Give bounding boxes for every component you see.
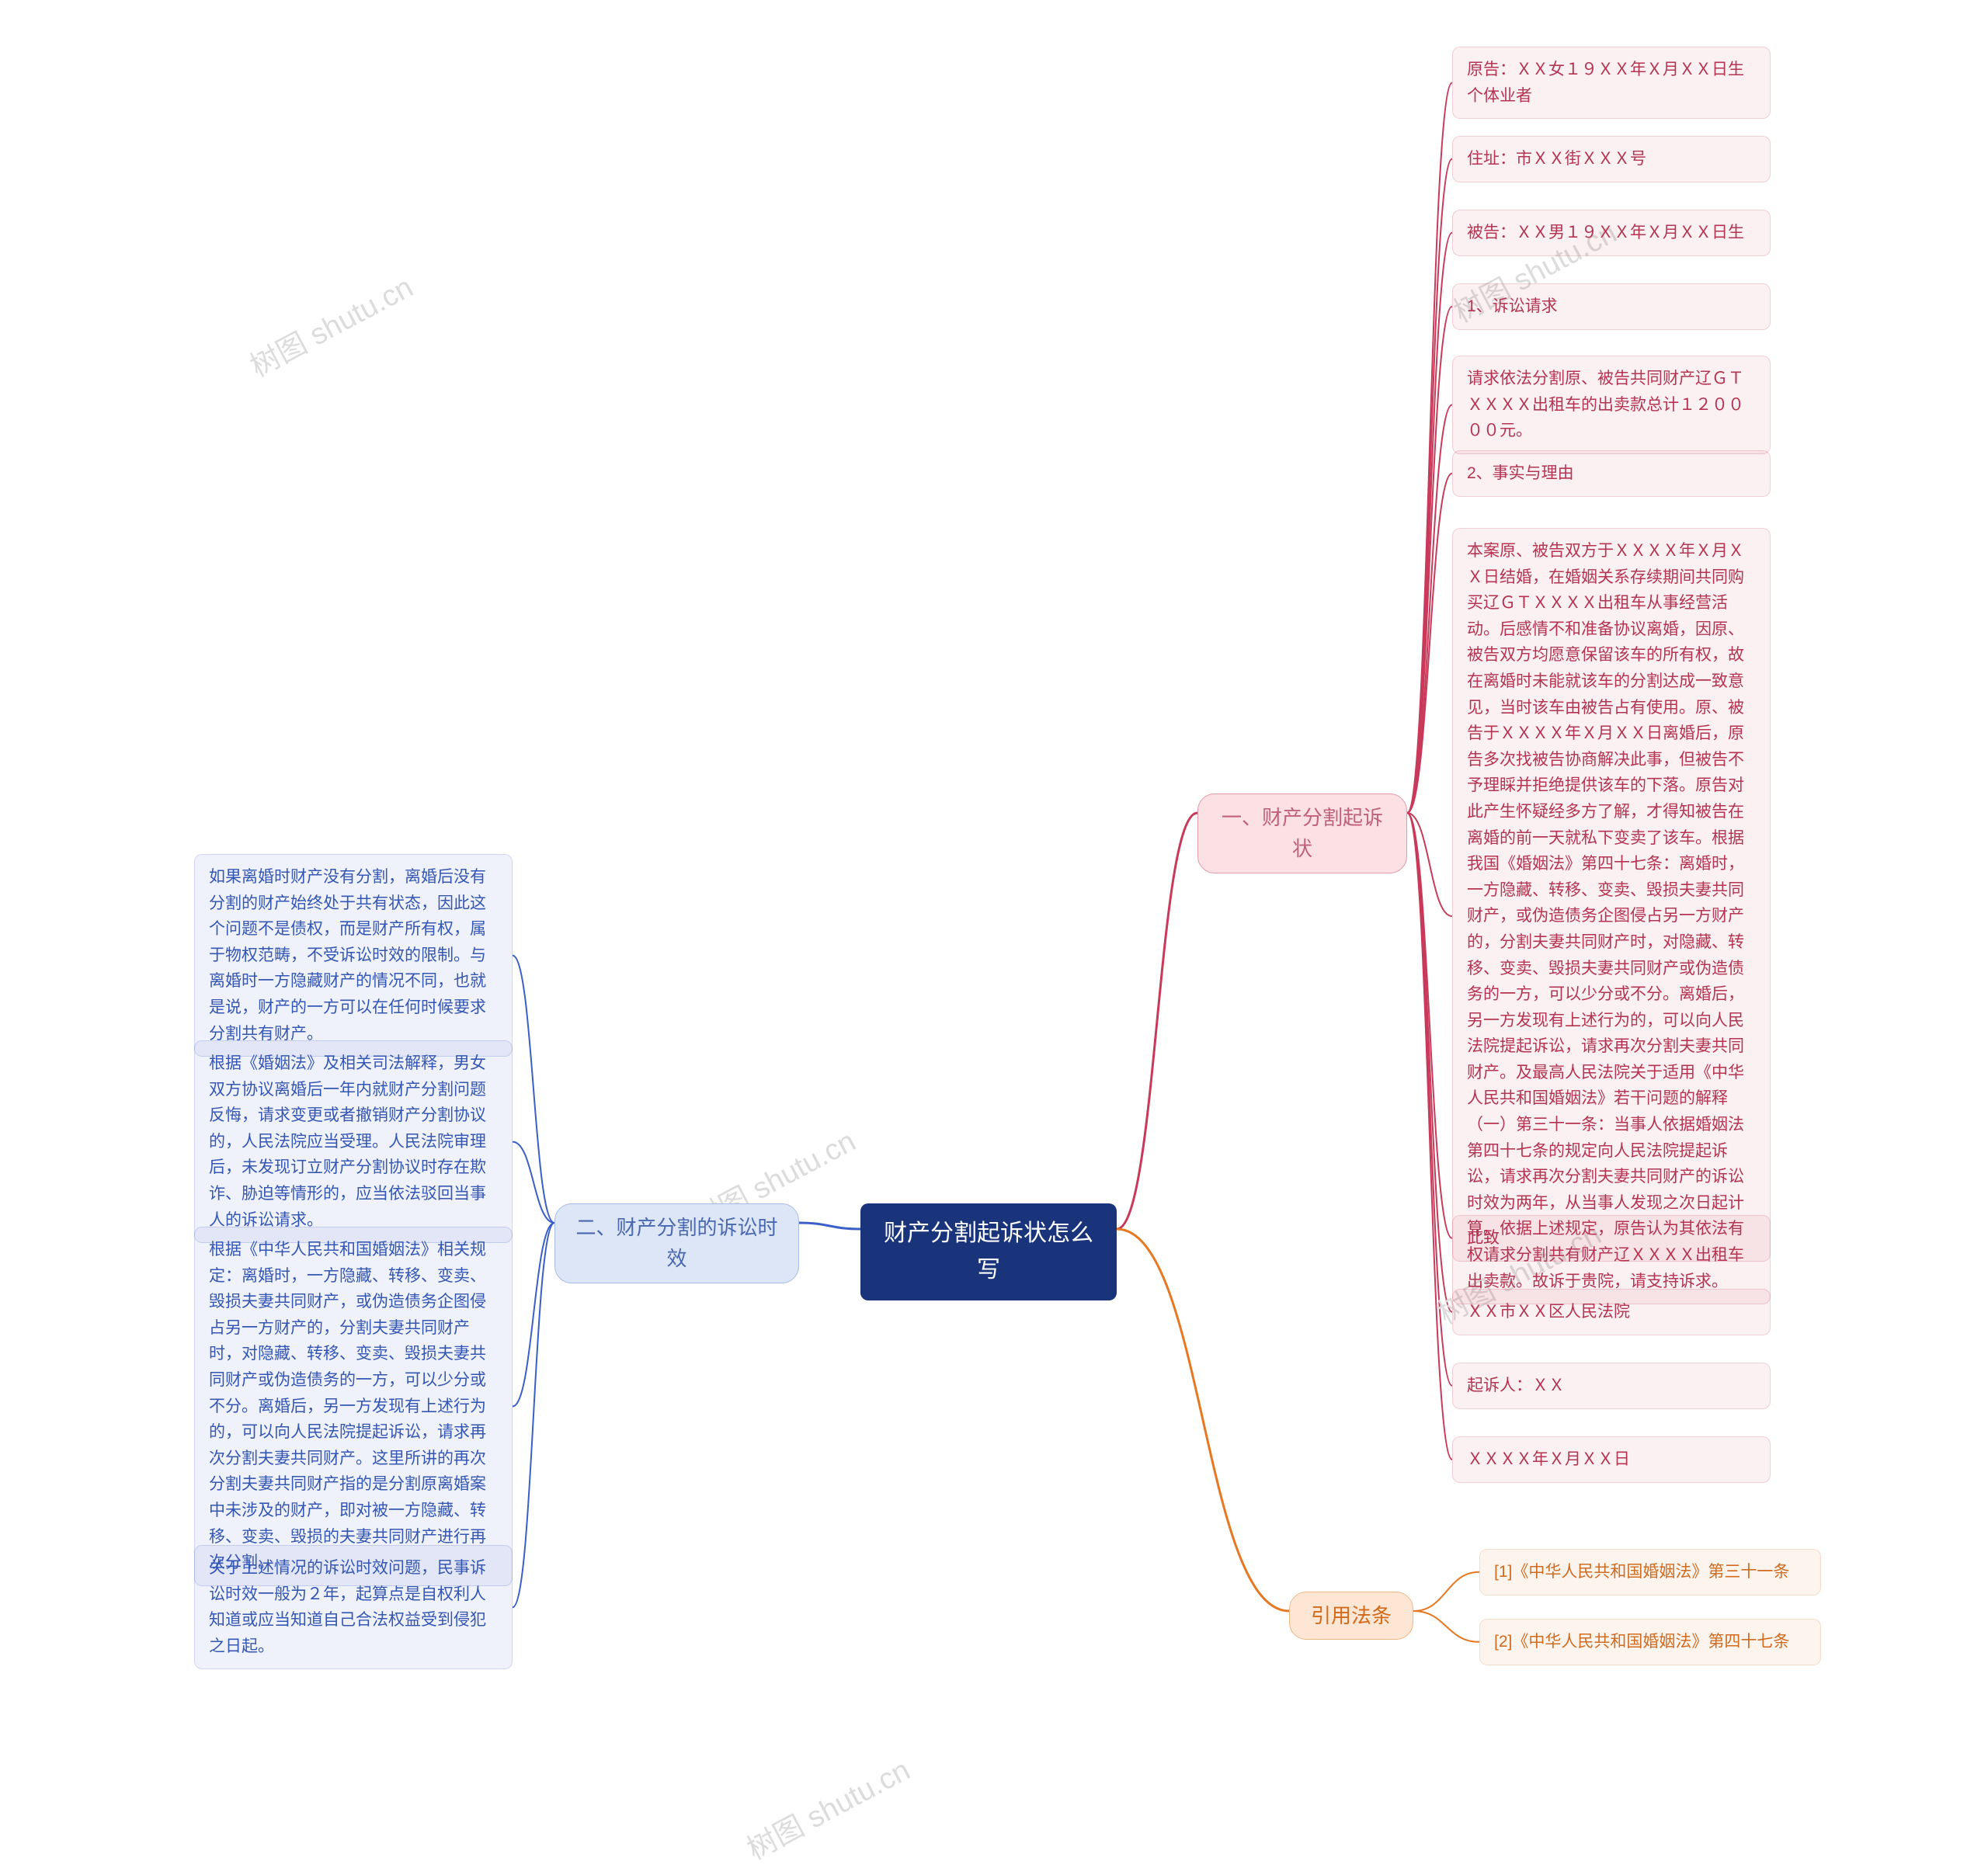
leaf-node[interactable]: [2]《中华人民共和国婚姻法》第四十七条 [1479,1619,1821,1665]
leaf-node[interactable]: ＸＸ市ＸＸ区人民法院 [1452,1289,1771,1335]
leaf-node[interactable]: ＸＸＸＸ年Ｘ月ＸＸ日 [1452,1436,1771,1483]
leaf-node[interactable]: 起诉人：ＸＸ [1452,1363,1771,1409]
leaf-node[interactable]: 请求依法分割原、被告共同财产辽ＧＴＸＸＸＸ出租车的出卖款总计１２００００元。 [1452,356,1771,454]
leaf-node[interactable]: 1、诉讼请求 [1452,283,1771,330]
leaf-node[interactable]: 住址：市ＸＸ街ＸＸＸ号 [1452,136,1771,182]
leaf-node[interactable]: [1]《中华人民共和国婚姻法》第三十一条 [1479,1549,1821,1595]
branch-node-b3[interactable]: 二、财产分割的诉讼时效 [554,1203,799,1283]
leaf-node[interactable]: 关于上述情况的诉讼时效问题，民事诉讼时效一般为２年，起算点是自权利人知道或应当知… [194,1545,513,1669]
watermark: 树图 shutu.cn [739,1746,916,1868]
leaf-node[interactable]: 根据《婚姻法》及相关司法解释，男女双方协议离婚后一年内就财产分割问题反悔，请求变… [194,1040,513,1243]
leaf-node[interactable]: 此致 [1452,1215,1771,1262]
branch-node-b2[interactable]: 引用法条 [1289,1592,1413,1640]
center-node[interactable]: 财产分割起诉状怎么写 [860,1203,1117,1300]
branch-node-b1[interactable]: 一、财产分割起诉状 [1197,793,1407,873]
leaf-node[interactable]: 根据《中华人民共和国婚姻法》相关规定：离婚时，一方隐藏、转移、变卖、毁损夫妻共同… [194,1227,513,1586]
leaf-node[interactable]: 原告：ＸＸ女１９ＸＸ年Ｘ月ＸＸ日生 个体业者 [1452,47,1771,119]
watermark: 树图 shutu.cn [242,263,419,385]
leaf-node[interactable]: 被告：ＸＸ男１９ＸＸ年Ｘ月ＸＸ日生 [1452,210,1771,256]
leaf-node[interactable]: 如果离婚时财产没有分割，离婚后没有分割的财产始终处于共有状态，因此这个问题不是债… [194,854,513,1057]
leaf-node[interactable]: 2、事实与理由 [1452,450,1771,497]
leaf-node[interactable]: 本案原、被告双方于ＸＸＸＸ年Ｘ月ＸＸ日结婚，在婚姻关系存续期间共同购买辽ＧＴＸＸ… [1452,528,1771,1304]
